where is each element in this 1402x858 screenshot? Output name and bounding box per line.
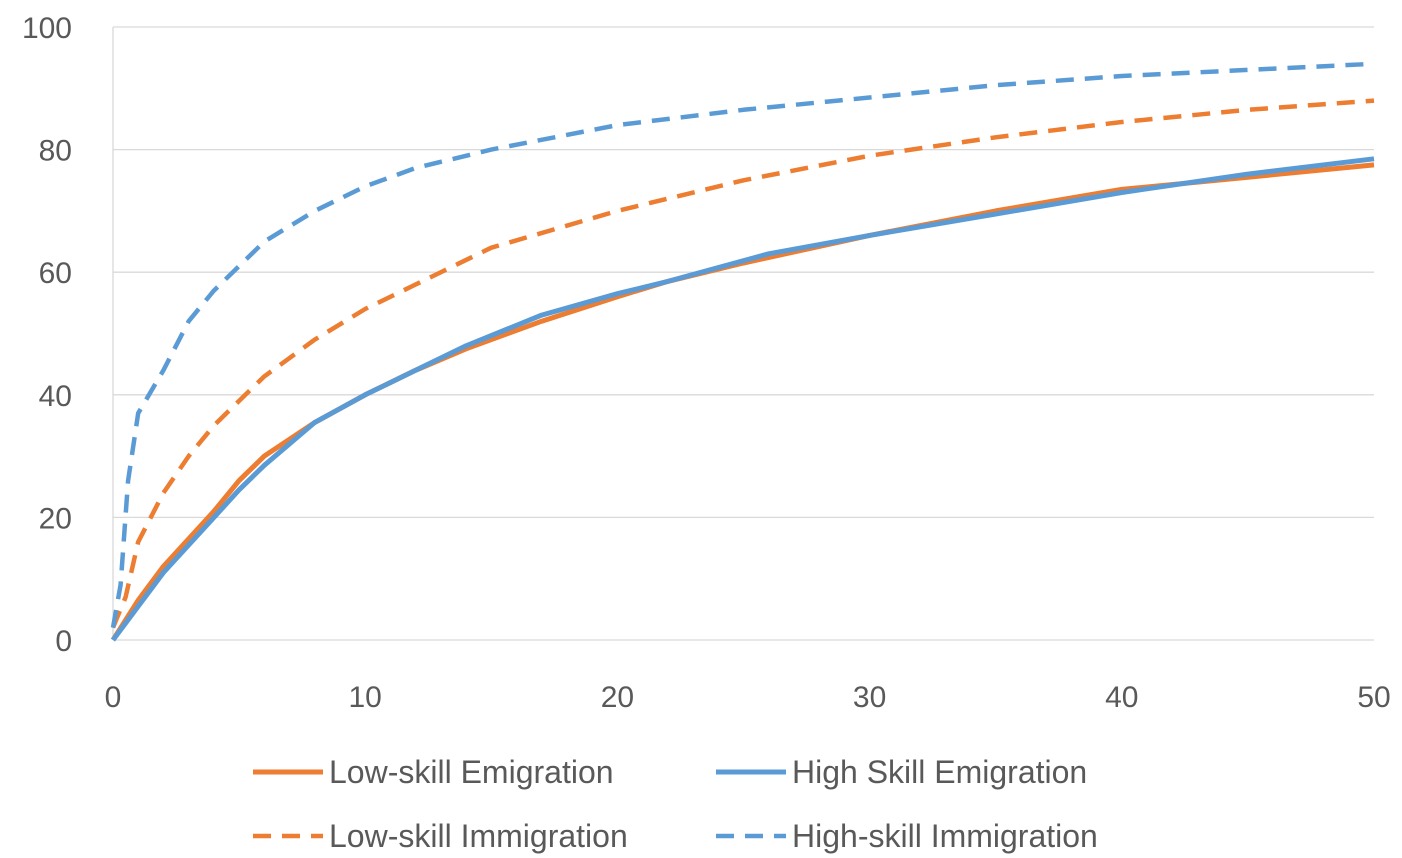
legend-item: Low-skill Immigration xyxy=(253,818,628,854)
series-line-high-skill-immigration xyxy=(113,64,1374,628)
x-tick-label: 30 xyxy=(853,681,886,714)
axes xyxy=(113,27,1374,640)
x-tick-label: 20 xyxy=(601,681,634,714)
y-tick-label: 40 xyxy=(39,380,72,413)
x-tick-label: 50 xyxy=(1357,681,1390,714)
y-tick-label: 0 xyxy=(55,625,72,658)
series-line-low-skill-emigration xyxy=(113,165,1374,640)
y-tick-label: 100 xyxy=(22,12,72,45)
series-line-high-skill-emigration xyxy=(113,159,1374,640)
x-tick-label: 10 xyxy=(349,681,382,714)
gridlines xyxy=(113,27,1374,517)
legend-item: High-skill Immigration xyxy=(716,818,1098,854)
legend-item: Low-skill Emigration xyxy=(253,754,614,790)
x-tick-label: 0 xyxy=(105,681,122,714)
legend-label: High-skill Immigration xyxy=(792,818,1098,854)
x-tick-label: 40 xyxy=(1105,681,1138,714)
legend-label: High Skill Emigration xyxy=(792,754,1087,790)
legend-item: High Skill Emigration xyxy=(716,754,1087,790)
y-tick-label: 60 xyxy=(39,257,72,290)
legend: Low-skill Emigration High Skill Emigratio… xyxy=(253,754,1098,854)
y-tick-label: 80 xyxy=(39,135,72,168)
series-line-low-skill-immigration xyxy=(113,101,1374,628)
y-tick-label: 20 xyxy=(39,502,72,535)
x-axis-tick-labels: 0 10 20 30 40 50 xyxy=(105,681,1391,714)
legend-label: Low-skill Emigration xyxy=(329,754,614,790)
y-axis-tick-labels: 0 20 40 60 80 100 xyxy=(22,12,72,658)
legend-label: Low-skill Immigration xyxy=(329,818,628,854)
